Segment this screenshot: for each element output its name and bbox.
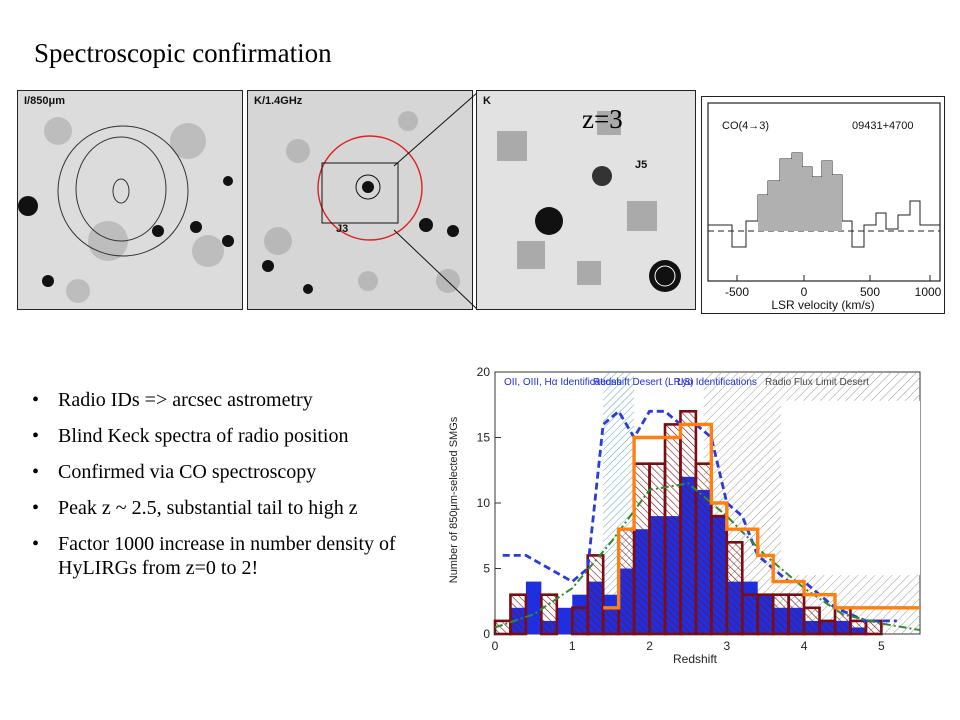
histogram-bar-red — [679, 409, 698, 636]
histogram-bar-red — [540, 593, 559, 636]
series-line-orange — [603, 422, 920, 610]
x-tick-label: 1 — [569, 639, 576, 653]
panel-k-zoom-label: K — [483, 95, 491, 107]
zoom-connector-lines — [393, 91, 479, 311]
co-x-axis-label: LSR velocity (km/s) — [771, 298, 874, 312]
co-tick-label: 0 — [801, 285, 808, 299]
histogram-bar-red — [802, 606, 821, 636]
histogram-bar-red — [586, 554, 605, 636]
bullet-item: Peak z ~ 2.5, substantial tail to high z — [30, 496, 430, 520]
image-panel-k-zoom: K J5 — [476, 90, 696, 310]
histogram-bar-red — [818, 619, 837, 636]
panel-850um-label: I/850μm — [24, 95, 65, 107]
histogram-bar-red — [617, 527, 636, 636]
redshift-label: z=3 — [582, 104, 623, 134]
radio-desert-clear-region — [780, 400, 920, 576]
x-tick-label: 3 — [723, 639, 730, 653]
co-source-label: 09431+4700 — [852, 120, 913, 132]
histogram-bar-red — [787, 593, 806, 636]
histogram-bar-red — [632, 462, 651, 636]
histogram-bar-red — [756, 593, 775, 636]
source-label-j3: J3 — [336, 223, 349, 235]
histogram-bar-red — [849, 619, 868, 636]
y-tick-label: 10 — [477, 496, 491, 510]
bullet-list: Radio IDs => arcsec astrometry Blind Kec… — [30, 388, 430, 592]
bullet-item: Factor 1000 increase in number density o… — [30, 532, 430, 580]
bullet-item: Confirmed via CO spectroscopy — [30, 460, 430, 484]
image-panel-k-radio: K/1.4GHz J3 — [247, 90, 473, 310]
series-line-green-dashdot — [494, 482, 921, 632]
histogram-bar-blue — [556, 607, 573, 634]
annotation-oii-text: OII, OIII, Hα Identifications — [504, 377, 622, 388]
histogram-bar-red — [694, 462, 713, 636]
co-tick-label: 500 — [860, 285, 880, 299]
panel-k-zoom-map — [477, 91, 695, 309]
bullet-item: Blind Keck spectra of radio position — [30, 424, 430, 448]
y-tick-label: 20 — [477, 365, 491, 379]
histogram-bar-blue — [525, 581, 542, 634]
y-tick-label: 5 — [483, 562, 490, 576]
x-tick-label: 5 — [878, 639, 885, 653]
histogram-bar-red — [725, 541, 744, 636]
histogram-bar-red — [601, 606, 620, 636]
histogram-bar-red — [663, 423, 682, 636]
x-tick-label: 4 — [801, 639, 808, 653]
co-tick-label: -500 — [725, 285, 749, 299]
co-line-label: CO(4→3) — [722, 120, 769, 132]
panel-k-radio-map — [248, 91, 472, 309]
x-tick-label: 2 — [646, 639, 653, 653]
co-spectrum-plot: CO(4→3) 09431+4700 -500 0 500 1000 LSR v… — [707, 102, 942, 312]
image-panel-850um: I/850μm — [17, 90, 243, 310]
annotation-redshift-desert: Redshift Desert (LRIS) — [593, 377, 694, 388]
page-title: Spectroscopic confirmation — [34, 38, 332, 68]
y-tick-label: 0 — [483, 627, 490, 641]
panel-k-radio-label: K/1.4GHz — [254, 95, 303, 107]
bullet-item: Radio IDs => arcsec astrometry — [30, 388, 430, 412]
source-label-j5: J5 — [635, 159, 648, 171]
y-axis-label: Number of 850μm-selected SMGs — [448, 416, 460, 583]
panel-850um-map — [18, 91, 242, 309]
y-tick-label: 15 — [477, 431, 491, 445]
co-tick-label: 1000 — [915, 285, 942, 299]
histogram-bar-red — [509, 593, 528, 636]
annotation-radio-desert: Radio Flux Limit Desert — [765, 377, 869, 388]
histogram-bar-red — [570, 606, 590, 636]
histogram-bar-red — [740, 593, 760, 636]
co-spectrum-panel: CO(4→3) 09431+4700 -500 0 500 1000 LSR v… — [701, 96, 945, 314]
histogram-bar-red — [771, 593, 790, 636]
annotation-lya: Lyα Identifications — [677, 377, 757, 388]
x-tick-label: 0 — [492, 639, 499, 653]
redshift-histogram: 0 1 2 3 4 5 0 5 10 15 20 Redshift Number of 850μm-… — [448, 365, 921, 666]
x-axis-label: Redshift — [673, 652, 718, 666]
annotation-oii: OII, OIII, Hα Identifications — [504, 377, 622, 388]
histogram-bar-red — [710, 514, 729, 636]
